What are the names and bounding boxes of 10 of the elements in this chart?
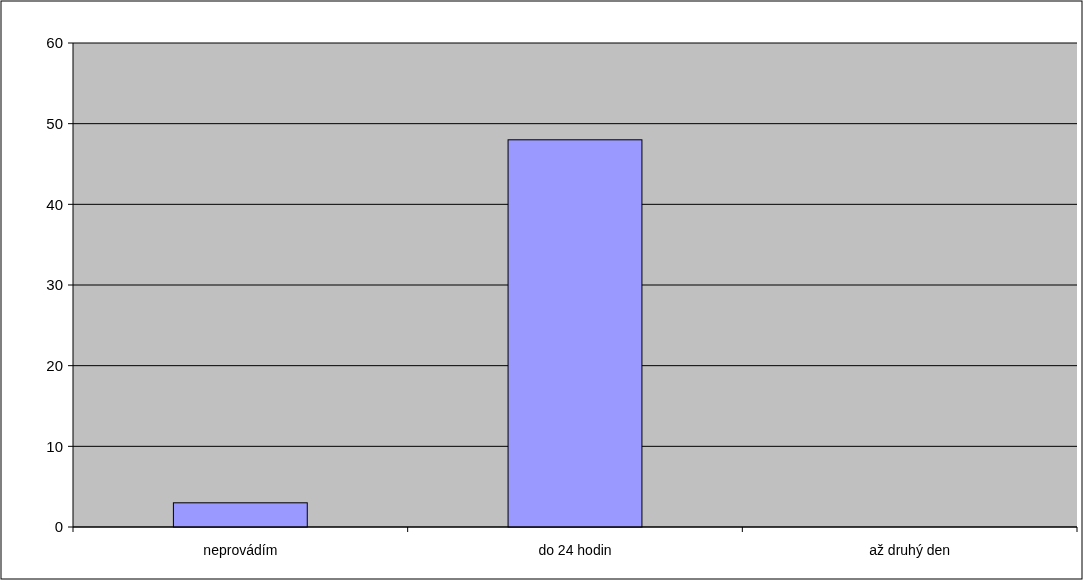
- y-tick-label: 40: [46, 195, 63, 213]
- y-tick-label: 60: [46, 34, 63, 52]
- y-tick-label: 50: [46, 114, 63, 132]
- y-tick-label: 0: [54, 518, 63, 536]
- x-tick-label: do 24 hodin: [538, 542, 612, 558]
- y-tick-label: 20: [46, 356, 63, 374]
- y-tick-label: 30: [46, 276, 63, 294]
- x-tick-label: až druhý den: [869, 542, 951, 558]
- x-tick-label: neprovádím: [203, 542, 278, 558]
- y-tick-label: 10: [46, 437, 63, 455]
